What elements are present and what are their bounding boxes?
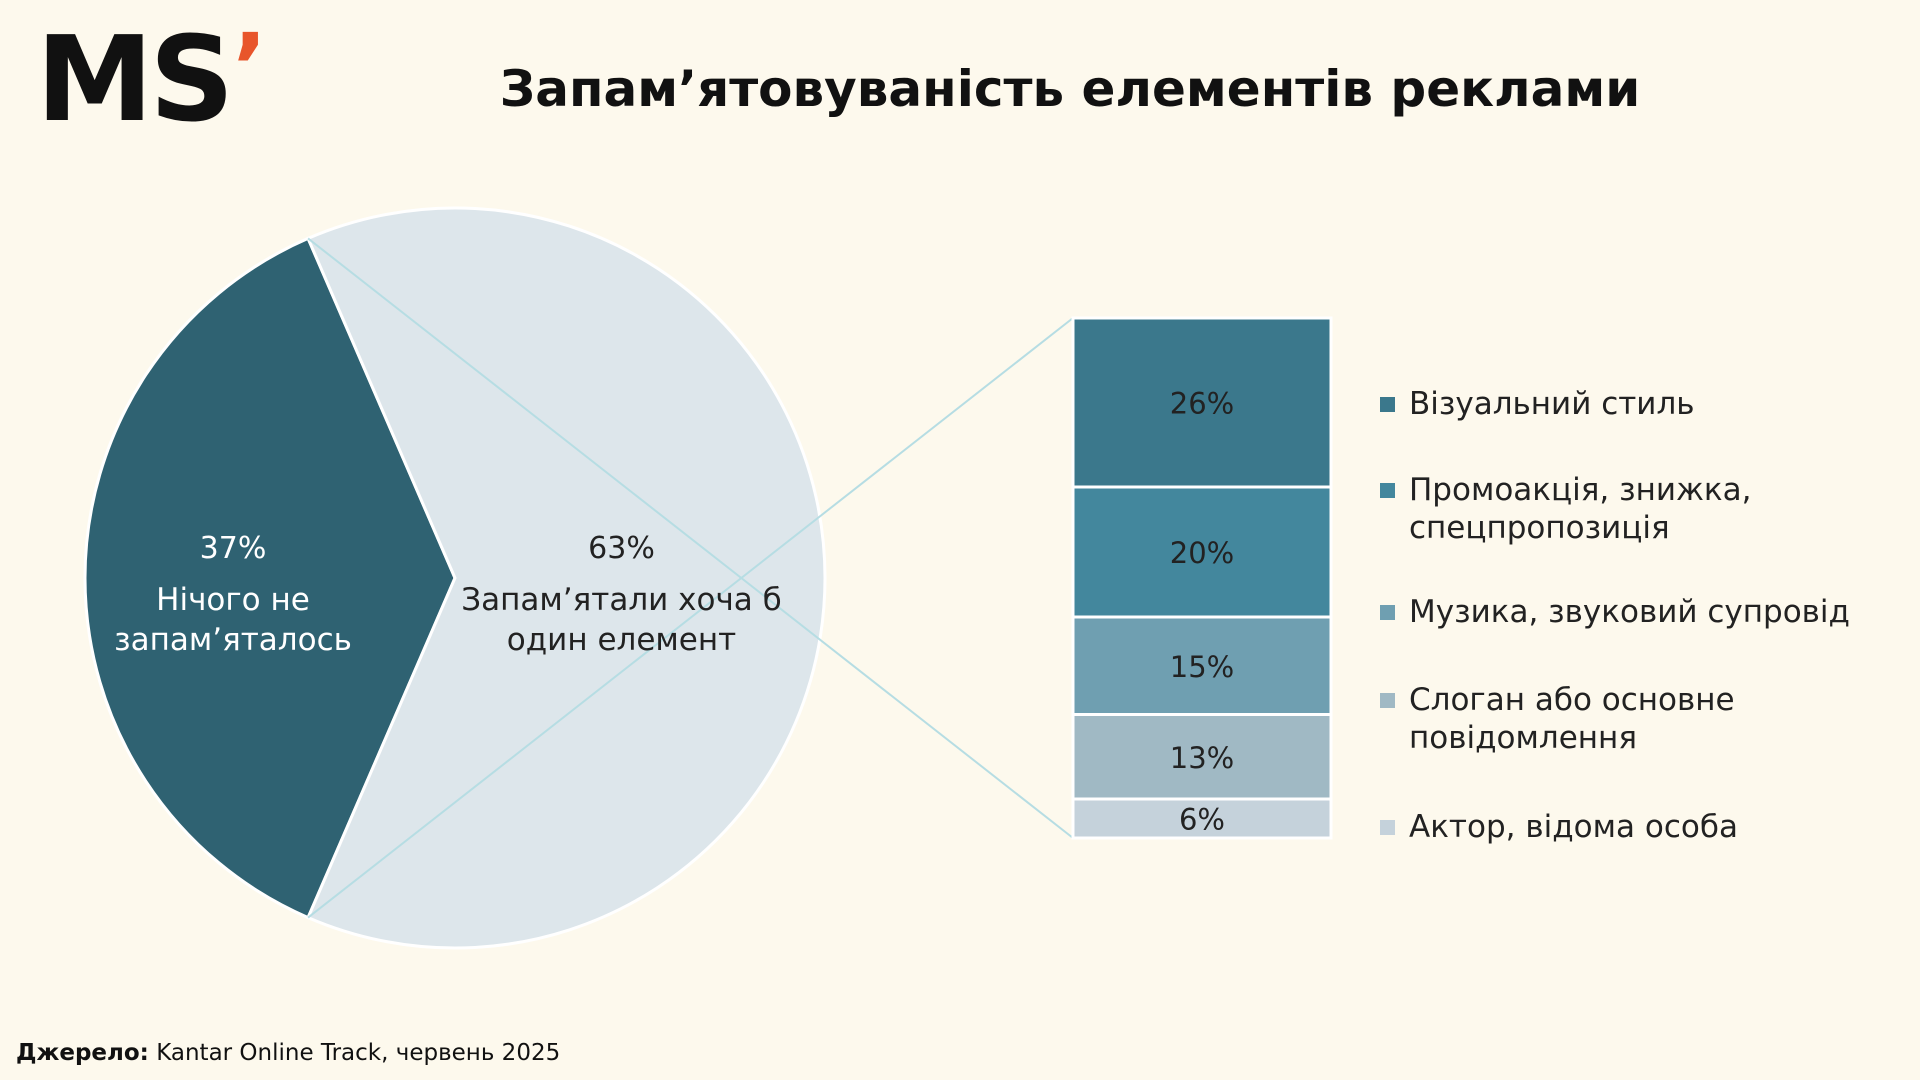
bar-segment-4: [1071, 713, 1333, 801]
legend-item-2: Промоакція, знижка, спецпропозиція: [1380, 471, 1900, 547]
source-note: Джерело: Kantar Online Track, червень 20…: [16, 1040, 560, 1066]
legend-item-3: Музика, звуковий супровід: [1380, 593, 1900, 631]
legend-label-line: Музика, звуковий супровід: [1409, 594, 1850, 630]
bar-segment-3: [1071, 615, 1333, 716]
bar-value-label-2: 20%: [1170, 536, 1234, 570]
legend-swatch-4: [1380, 693, 1395, 708]
bar-segment-5: [1071, 797, 1333, 840]
connector-line-bottom: [307, 237, 1074, 839]
pie-value-label-1: 37%: [200, 531, 267, 566]
page-title: Запам’ятовуваність елементів реклами: [499, 60, 1641, 118]
legend-label-line: повідомлення: [1409, 720, 1637, 756]
pie-category-label-1-1: Нічого не: [156, 582, 310, 618]
logo-text: MS: [36, 10, 234, 148]
legend-label-5: Актор, відома особа: [1409, 808, 1738, 846]
legend-label-4: Слоган або основне повідомлення: [1409, 681, 1735, 757]
legend-label-line: Візуальний стиль: [1409, 386, 1695, 422]
legend-item-5: Актор, відома особа: [1380, 808, 1900, 846]
legend-label-3: Музика, звуковий супровід: [1409, 593, 1850, 631]
pie-category-label-2-2: один елемент: [507, 622, 736, 658]
ms-logo: MS’: [36, 20, 267, 138]
pie-value-label-2: 63%: [588, 531, 655, 566]
legend-label-line: спецпропозиція: [1409, 510, 1670, 546]
connector-line-top: [307, 317, 1074, 919]
pie-category-label-1-2: запам’яталось: [114, 622, 352, 658]
bar-value-label-5: 6%: [1179, 803, 1225, 837]
legend-label-line: Промоакція, знижка,: [1409, 472, 1752, 508]
legend-label-1: Візуальний стиль: [1409, 385, 1695, 423]
source-text: Kantar Online Track, червень 2025: [148, 1040, 561, 1066]
pie-slice-2: [306, 206, 827, 950]
legend-label-2: Промоакція, знижка, спецпропозиція: [1409, 471, 1752, 547]
logo-apostrophe: ’: [232, 14, 267, 121]
bar-value-label-3: 15%: [1170, 650, 1234, 684]
source-label: Джерело:: [16, 1040, 149, 1066]
legend-swatch-5: [1380, 820, 1395, 835]
legend-swatch-3: [1380, 605, 1395, 620]
legend-label-line: Слоган або основне: [1409, 682, 1735, 718]
legend-item-1: Візуальний стиль: [1380, 385, 1900, 423]
pie-category-label-2-1: Запам’ятали хоча б: [461, 582, 782, 618]
bar-value-label-1: 26%: [1170, 387, 1234, 421]
legend-swatch-1: [1380, 397, 1395, 412]
legend-label-line: Актор, відома особа: [1409, 809, 1738, 845]
legend-swatch-2: [1380, 483, 1395, 498]
bar-segment-1: [1071, 316, 1333, 489]
bar-value-label-4: 13%: [1170, 741, 1234, 775]
legend-item-4: Слоган або основне повідомлення: [1380, 681, 1900, 757]
pie-slice-1: [83, 236, 457, 920]
